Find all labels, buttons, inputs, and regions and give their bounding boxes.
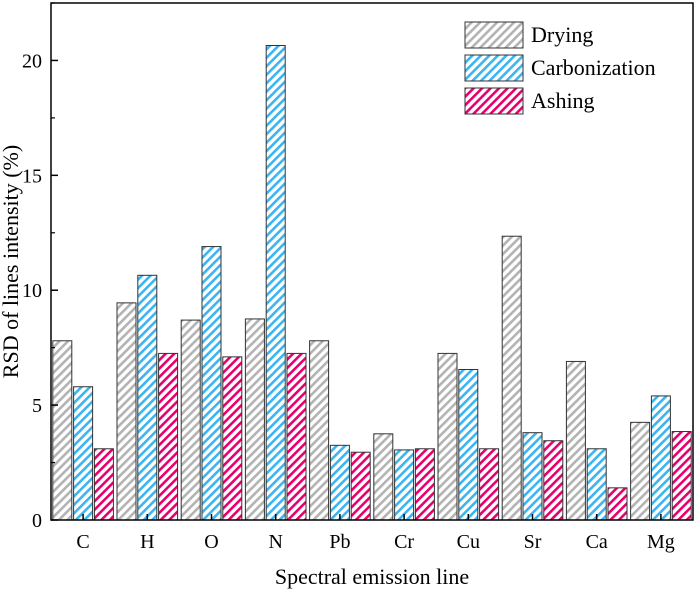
bar-carbonization-n xyxy=(265,45,286,521)
bar-carbonization-o xyxy=(201,246,222,521)
bar-drying-c xyxy=(52,340,73,521)
y-tick-label: 5 xyxy=(32,395,42,417)
bar-ashing-o xyxy=(222,356,243,521)
bar-carbonization-cr xyxy=(394,449,415,521)
bar-drying-o xyxy=(180,319,201,521)
legend-label: Carbonization xyxy=(531,55,656,80)
x-tick-label: Sr xyxy=(524,531,542,553)
x-tick-label: C xyxy=(76,531,89,553)
legend-swatch xyxy=(464,21,524,49)
bar-ashing-ca xyxy=(607,487,628,521)
bar-carbonization-ca xyxy=(586,448,607,521)
bar-ashing-cr xyxy=(414,448,435,521)
bar-drying-mg xyxy=(630,421,651,521)
bar-ashing-mg xyxy=(671,431,692,521)
bar-drying-cu xyxy=(437,352,458,521)
y-axis-title: RSD of lines intensity (%) xyxy=(0,145,23,378)
legend-item-drying: Drying xyxy=(464,21,593,49)
bar-drying-sr xyxy=(501,235,522,521)
x-tick-label: H xyxy=(140,531,154,553)
bar-carbonization-c xyxy=(73,386,94,521)
bar-ashing-c xyxy=(93,448,114,521)
y-tick-label: 10 xyxy=(22,280,42,302)
legend: Drying Carbonization Ashing xyxy=(464,21,656,115)
x-tick-label: Cr xyxy=(394,531,414,553)
bar-ashing-n xyxy=(286,352,307,521)
x-tick-label: Pb xyxy=(329,531,350,553)
x-tick-label: Mg xyxy=(647,531,675,553)
x-axis-title: Spectral emission line xyxy=(275,564,469,589)
bar-carbonization-cu xyxy=(458,369,479,521)
y-tick-label: 0 xyxy=(32,510,42,532)
bar-drying-h xyxy=(116,302,137,521)
x-tick-label: Ca xyxy=(586,531,608,553)
legend-label: Drying xyxy=(531,22,593,47)
bar-ashing-pb xyxy=(350,451,371,521)
plot-frame xyxy=(50,2,694,521)
x-tick-label: Cu xyxy=(457,531,480,553)
bar-carbonization-mg xyxy=(650,395,671,521)
legend-label: Ashing xyxy=(531,88,595,113)
bar-carbonization-pb xyxy=(329,444,350,521)
bar-carbonization-sr xyxy=(522,432,543,521)
ticks-layer: C H O N Pb Cr Cu Sr Ca Mg 0 5 10 15 20 xyxy=(22,2,675,553)
bar-drying-pb xyxy=(309,340,330,521)
bar-ashing-h xyxy=(158,352,179,521)
bar-drying-n xyxy=(244,318,265,521)
bar-carbonization-h xyxy=(137,274,158,521)
legend-swatch xyxy=(464,54,524,82)
y-tick-label: 15 xyxy=(22,165,42,187)
bars-layer xyxy=(52,45,692,521)
legend-item-ashing: Ashing xyxy=(464,87,595,115)
legend-swatch xyxy=(464,87,524,115)
bar-ashing-sr xyxy=(543,440,564,521)
bar-drying-ca xyxy=(565,360,586,521)
x-tick-label: N xyxy=(268,531,282,553)
y-tick-label: 20 xyxy=(22,50,42,72)
bar-drying-cr xyxy=(373,433,394,521)
bar-ashing-cu xyxy=(479,448,500,521)
legend-item-carbonization: Carbonization xyxy=(464,54,656,82)
x-tick-label: O xyxy=(204,531,218,553)
